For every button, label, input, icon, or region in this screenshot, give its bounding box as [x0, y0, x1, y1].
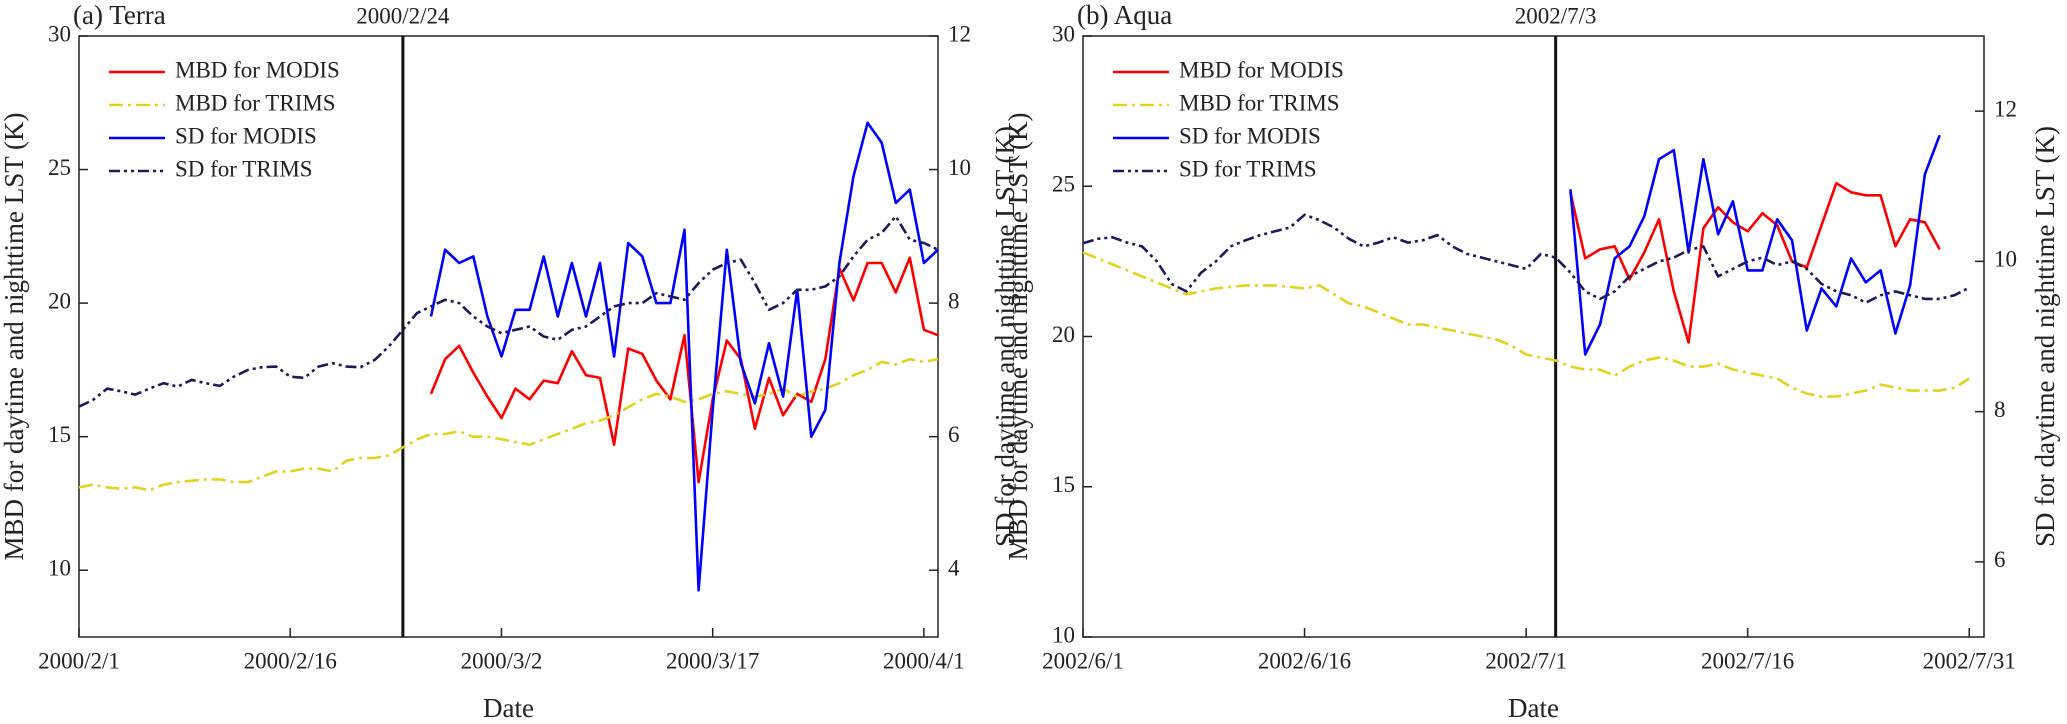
- panel: 10 15 20 25 30 4 6 8 10 12 2000/2/1 2000/2/16 2000/3…: [0, 0, 1020, 723]
- legend-label: SD for TRIMS: [175, 156, 313, 181]
- y-axis-label: MBD for daytime and nighttime LST (K): [1003, 113, 1033, 561]
- y-tick-label: 15: [1052, 472, 1075, 497]
- y-tick-label: 20: [48, 288, 71, 313]
- panel-title: (b) Aqua: [1077, 0, 1172, 30]
- legend-label: SD for MODIS: [1179, 123, 1321, 148]
- x-tick-label: 2000/2/16: [244, 648, 337, 673]
- x-tick-label: 2002/6/16: [1258, 648, 1351, 673]
- x-axis-label: Date: [1508, 693, 1559, 723]
- x-tick-label: 2000/4/1: [883, 648, 965, 673]
- y-tick-label: 10: [1052, 622, 1075, 647]
- series-line: [429, 121, 939, 592]
- y2-tick-label: 8: [1994, 397, 2006, 422]
- y-axis-label: MBD for daytime and nighttime LST (K): [0, 113, 29, 561]
- series-line: [78, 357, 939, 492]
- series-line: [1569, 134, 1941, 356]
- event-label: 2002/7/3: [1515, 3, 1597, 28]
- y-tick-label: 30: [48, 21, 71, 46]
- y-tick-label: 15: [48, 422, 71, 447]
- series-line: [1569, 181, 1941, 344]
- series-line: [78, 215, 939, 408]
- y-tick-label: 20: [1052, 322, 1075, 347]
- x-tick-label: 2000/3/2: [461, 648, 543, 673]
- y2-tick-label: 8: [948, 288, 960, 313]
- x-axis-label: Date: [483, 693, 534, 723]
- y-tick-label: 10: [48, 556, 71, 581]
- legend-label: MBD for MODIS: [175, 57, 340, 82]
- y2-axis-label: SD for daytime and nighttime LST (K): [990, 126, 1020, 547]
- x-tick-label: 2002/7/16: [1701, 648, 1794, 673]
- x-tick-label: 2002/6/1: [1042, 648, 1124, 673]
- y2-tick-label: 4: [948, 556, 960, 581]
- legend-label: MBD for TRIMS: [175, 90, 336, 115]
- y-tick-label: 25: [1052, 172, 1075, 197]
- y2-axis-label: SD for daytime and nighttime LST (K): [2030, 126, 2060, 547]
- y2-tick-label: 6: [948, 422, 960, 447]
- legend-label: MBD for TRIMS: [1179, 90, 1340, 115]
- panel-title: (a) Terra: [73, 0, 166, 30]
- series-line: [1082, 213, 1970, 304]
- legend-label: SD for MODIS: [175, 123, 317, 148]
- y2-tick-label: 10: [948, 155, 971, 180]
- series-line: [1082, 251, 1970, 398]
- series-line: [429, 256, 939, 484]
- plot-frame: [78, 35, 939, 638]
- y2-tick-label: 6: [1994, 547, 2006, 572]
- x-tick-label: 2002/7/31: [1923, 648, 2016, 673]
- event-label: 2000/2/24: [356, 3, 450, 28]
- panel: 10 15 20 25 30 6 8 10 12 2002/6/1 2002/6/16 2002/7/…: [1003, 0, 2060, 723]
- y2-tick-label: 12: [948, 21, 971, 46]
- legend-label: MBD for MODIS: [1179, 57, 1344, 82]
- y2-tick-label: 10: [1994, 247, 2017, 272]
- x-tick-label: 2000/3/17: [666, 648, 759, 673]
- y-tick-label: 25: [48, 155, 71, 180]
- y2-tick-label: 12: [1994, 96, 2017, 121]
- x-tick-label: 2000/2/1: [38, 648, 120, 673]
- legend-label: SD for TRIMS: [1179, 156, 1317, 181]
- x-tick-label: 2002/7/1: [1485, 648, 1567, 673]
- y-tick-label: 30: [1052, 21, 1075, 46]
